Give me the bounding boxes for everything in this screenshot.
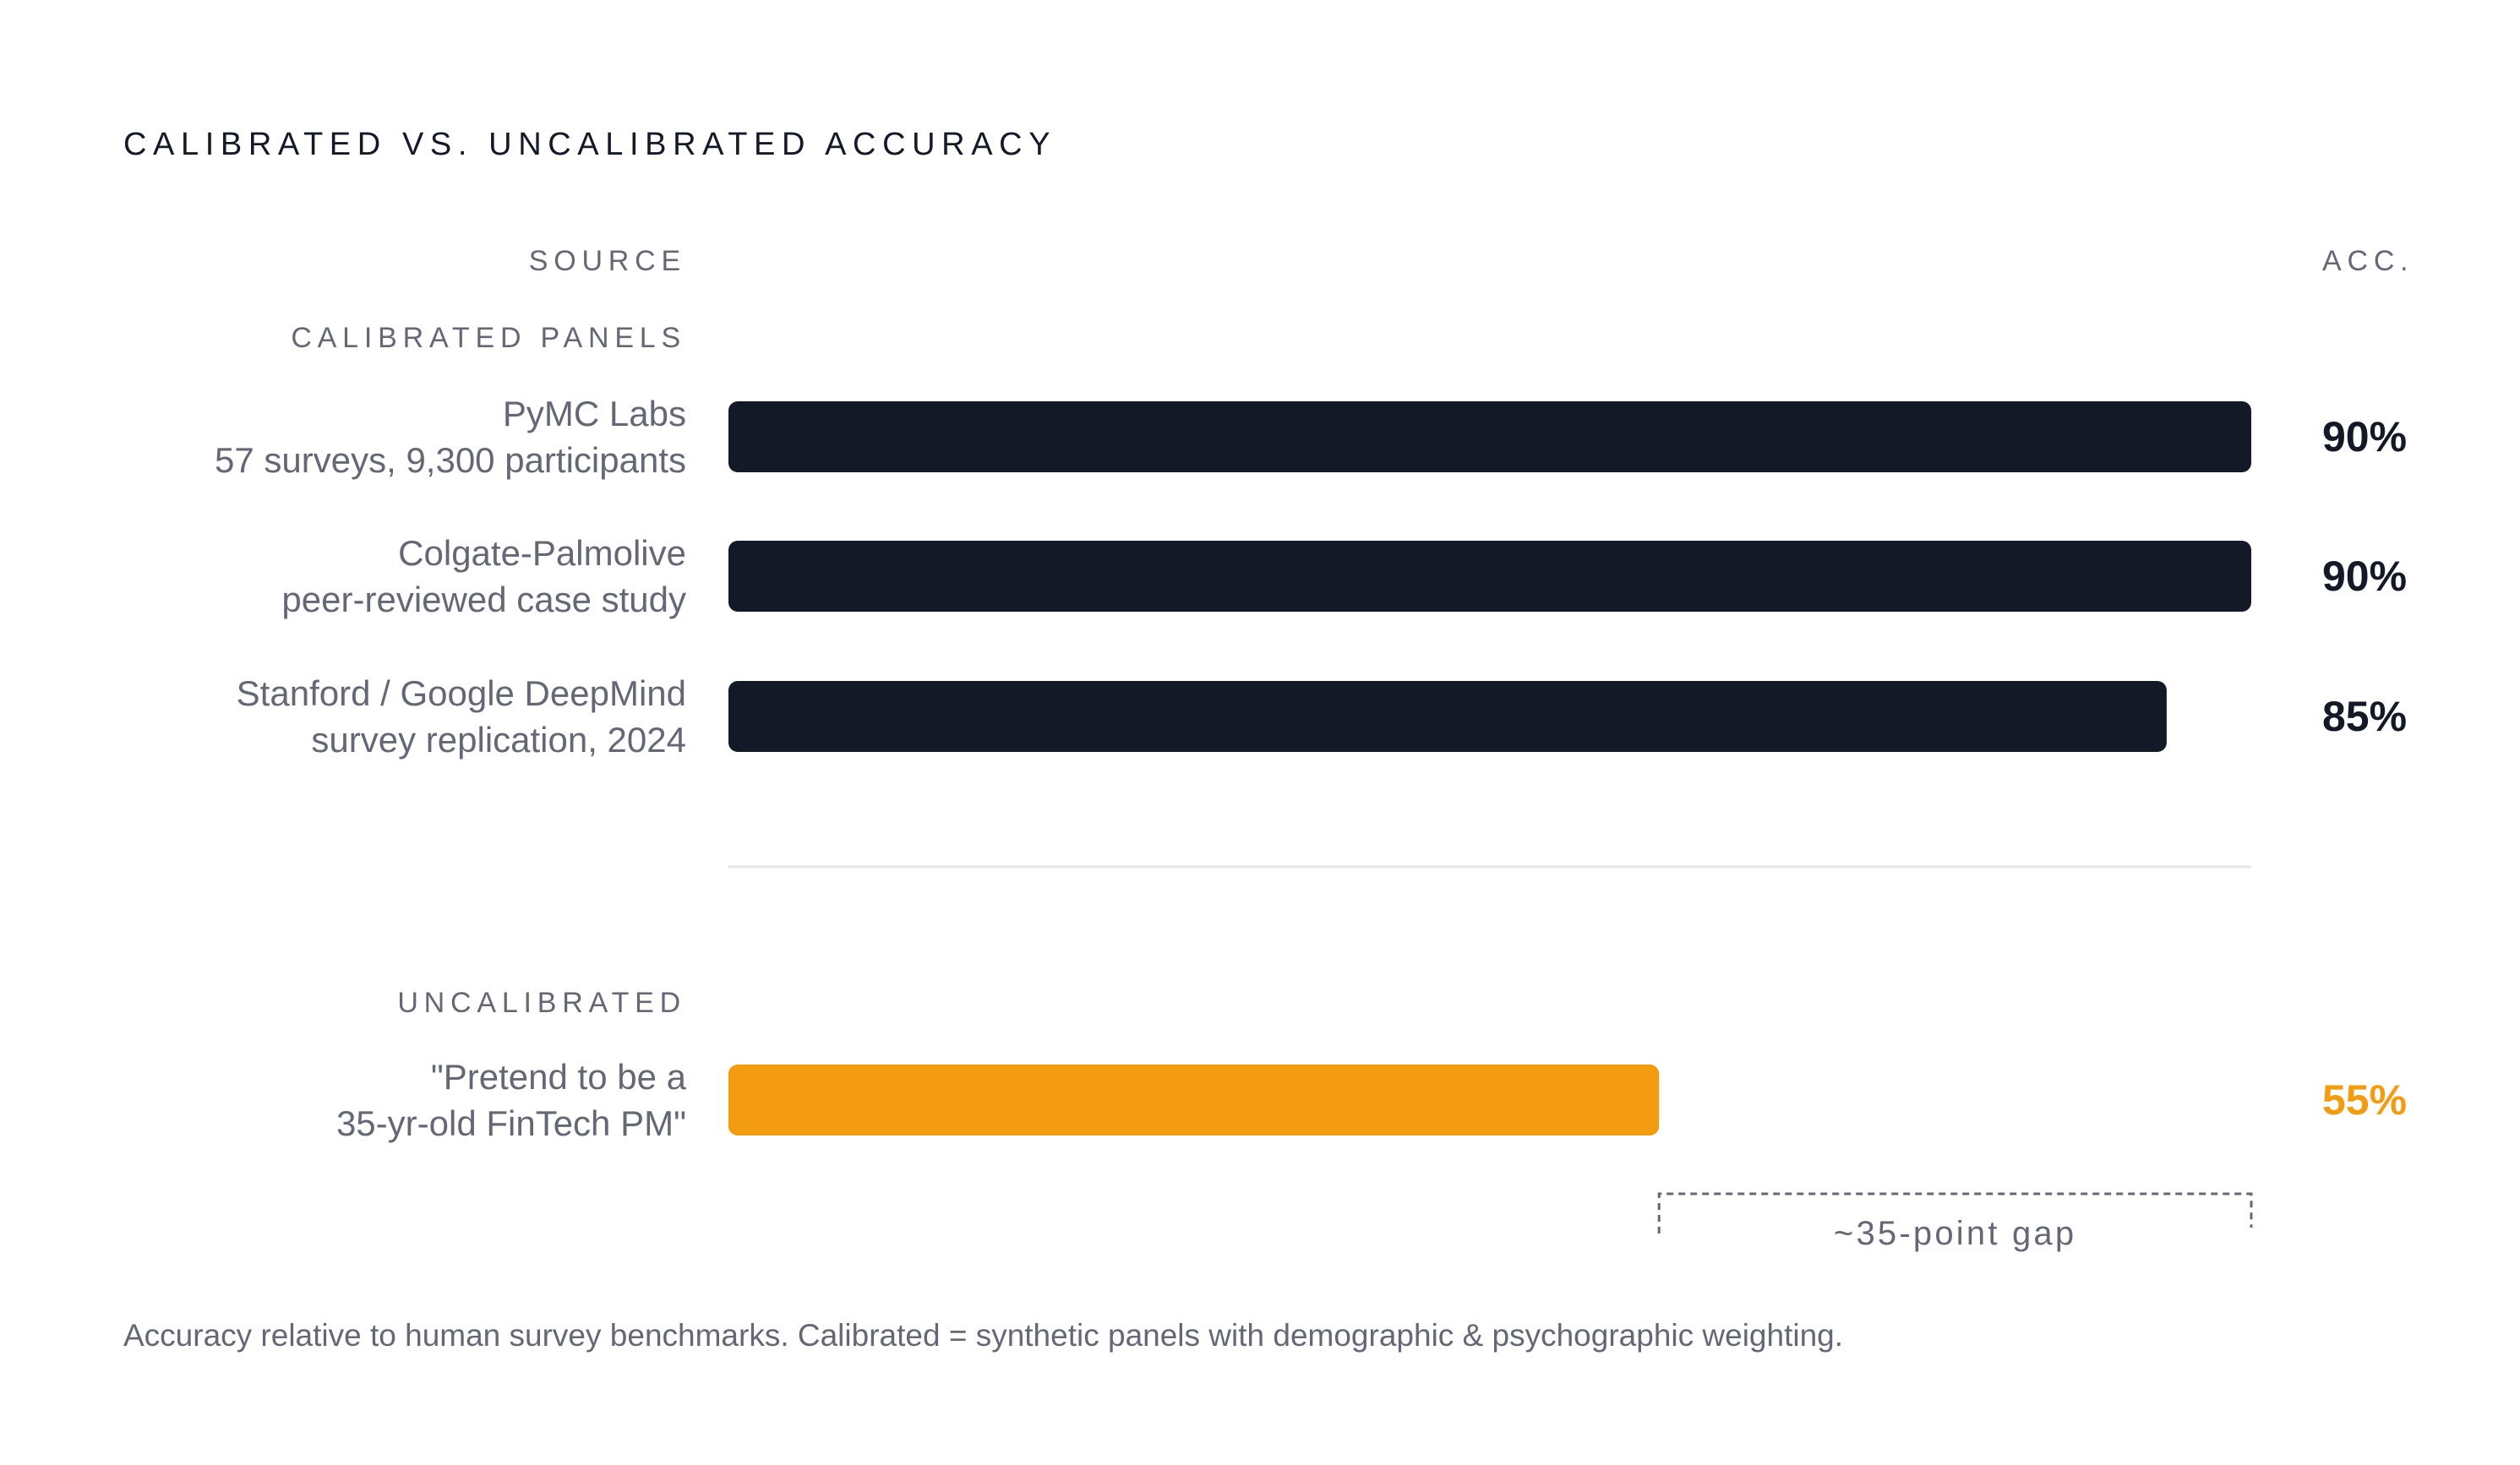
bar-source-name: Colgate-Palmolive [398, 533, 686, 573]
bar-source-detail: peer-reviewed case study [281, 580, 686, 619]
bar [728, 541, 2251, 612]
group-label: CALIBRATED PANELS [291, 322, 686, 354]
bar-value-label: 90% [2322, 553, 2407, 600]
bar-source-name: PyMC Labs [503, 394, 686, 433]
bar-source-name: Stanford / Google DeepMind [237, 673, 686, 713]
bar [728, 401, 2251, 472]
accuracy-column-header: ACC. [2322, 245, 2414, 277]
bar-source-detail: survey replication, 2024 [311, 720, 686, 760]
bar-value-label: 55% [2322, 1076, 2407, 1124]
bar-value-label: 90% [2322, 413, 2407, 460]
bar [728, 1065, 1660, 1136]
group-label: UNCALIBRATED [397, 987, 686, 1019]
chart-title: CALIBRATED VS. UNCALIBRATED ACCURACY [123, 127, 1056, 162]
gap-bracket: ~35-point gap [1657, 1192, 2253, 1252]
bar-value-label: 85% [2322, 693, 2407, 740]
bar-source-name: "Pretend to be a [431, 1057, 687, 1097]
chart-marks: CALIBRATED PANELS PyMC Labs 57 surveys, 9,… [215, 322, 2407, 1143]
bar [728, 681, 2167, 752]
chart-footnote: Accuracy relative to human survey benchm… [123, 1318, 1843, 1353]
gap-bracket-line [1657, 1192, 2253, 1234]
gap-annotation: ~35-point gap [1834, 1215, 2076, 1252]
bar-source-detail: 57 surveys, 9,300 participants [215, 440, 686, 480]
bar-source-detail: 35-yr-old FinTech PM" [336, 1103, 686, 1143]
source-column-header: SOURCE [529, 245, 686, 277]
